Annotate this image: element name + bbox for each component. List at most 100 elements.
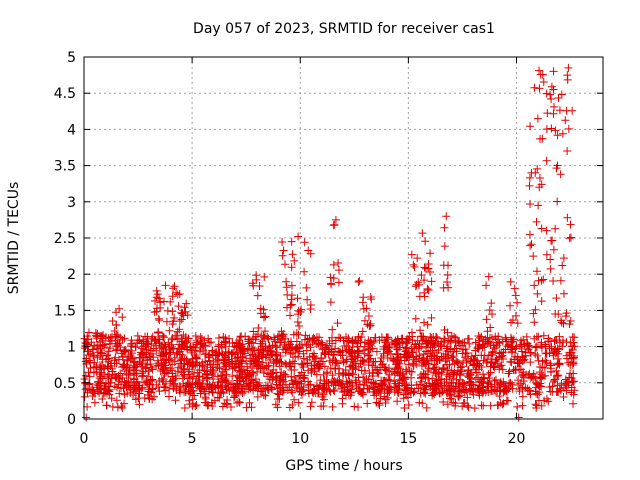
data-point xyxy=(214,334,223,343)
data-point xyxy=(327,280,336,289)
data-point xyxy=(135,336,144,345)
data-point xyxy=(409,260,418,269)
data-point xyxy=(292,328,301,337)
data-point xyxy=(383,335,392,344)
data-point xyxy=(335,347,344,356)
data-point xyxy=(372,347,381,356)
data-point xyxy=(286,311,295,320)
data-point xyxy=(498,400,507,409)
data-point xyxy=(80,392,89,401)
data-point xyxy=(526,122,535,131)
data-point xyxy=(304,377,313,386)
data-point xyxy=(124,369,133,378)
data-point xyxy=(415,398,424,407)
data-point xyxy=(394,345,403,354)
data-point xyxy=(463,334,472,343)
data-point xyxy=(533,380,542,389)
data-point xyxy=(313,389,322,398)
data-point xyxy=(159,382,168,391)
data-point xyxy=(506,333,515,342)
data-point xyxy=(159,344,168,353)
data-point xyxy=(385,376,394,385)
data-point xyxy=(490,376,499,385)
data-point xyxy=(85,372,94,381)
data-point xyxy=(381,365,390,374)
data-point xyxy=(477,401,486,410)
data-point xyxy=(249,382,258,391)
data-point xyxy=(285,343,294,352)
data-point xyxy=(145,352,154,361)
data-point xyxy=(539,331,548,340)
data-point xyxy=(532,342,541,351)
data-point xyxy=(89,387,98,396)
data-point xyxy=(483,333,492,342)
data-point xyxy=(262,362,271,371)
data-point xyxy=(434,346,443,355)
data-point xyxy=(228,372,237,381)
data-point xyxy=(97,348,106,357)
data-point xyxy=(382,376,391,385)
data-point xyxy=(383,384,392,393)
data-point xyxy=(286,344,295,353)
data-point xyxy=(287,300,296,309)
data-point xyxy=(495,383,504,392)
data-point xyxy=(535,84,544,93)
data-point xyxy=(525,230,534,239)
data-point xyxy=(360,366,369,375)
data-point xyxy=(281,370,290,379)
data-point xyxy=(120,334,129,343)
data-point xyxy=(145,380,154,389)
data-point xyxy=(279,330,288,339)
x-tick-label: 5 xyxy=(188,431,197,447)
data-point xyxy=(360,349,369,358)
data-point xyxy=(157,374,166,383)
data-point xyxy=(328,325,337,334)
data-point xyxy=(111,353,120,362)
data-point xyxy=(358,298,367,307)
data-point xyxy=(506,301,515,310)
data-point xyxy=(395,343,404,352)
data-point xyxy=(552,366,561,375)
data-point xyxy=(559,393,568,402)
data-point xyxy=(105,385,114,394)
data-point xyxy=(236,332,245,341)
data-point xyxy=(460,380,469,389)
data-point xyxy=(549,245,558,254)
data-point xyxy=(443,400,452,409)
data-point xyxy=(172,384,181,393)
data-point xyxy=(561,116,570,125)
data-point xyxy=(304,246,313,255)
data-point xyxy=(194,378,203,387)
x-tick-label: 10 xyxy=(291,431,309,447)
data-point xyxy=(319,370,328,379)
data-point xyxy=(411,282,420,291)
data-point xyxy=(334,258,343,267)
data-point xyxy=(279,246,288,255)
data-point xyxy=(99,364,108,373)
data-point xyxy=(295,322,304,330)
data-point xyxy=(401,365,410,374)
data-point xyxy=(155,387,164,396)
data-point xyxy=(459,345,468,354)
data-point xyxy=(511,311,520,320)
data-point xyxy=(535,66,544,75)
data-point xyxy=(293,344,302,353)
data-point xyxy=(564,358,573,367)
data-point xyxy=(287,281,296,290)
data-point xyxy=(107,394,116,403)
data-point xyxy=(452,357,461,366)
data-point xyxy=(423,284,432,293)
data-point xyxy=(402,367,411,376)
data-point xyxy=(418,229,427,238)
data-point xyxy=(110,370,119,379)
data-point xyxy=(186,343,195,352)
data-point xyxy=(318,345,327,354)
data-point xyxy=(80,374,89,383)
data-point xyxy=(315,362,324,371)
data-point xyxy=(287,386,296,395)
data-point xyxy=(506,277,515,286)
data-point xyxy=(489,362,498,371)
data-point xyxy=(82,413,91,422)
data-point xyxy=(531,350,540,359)
